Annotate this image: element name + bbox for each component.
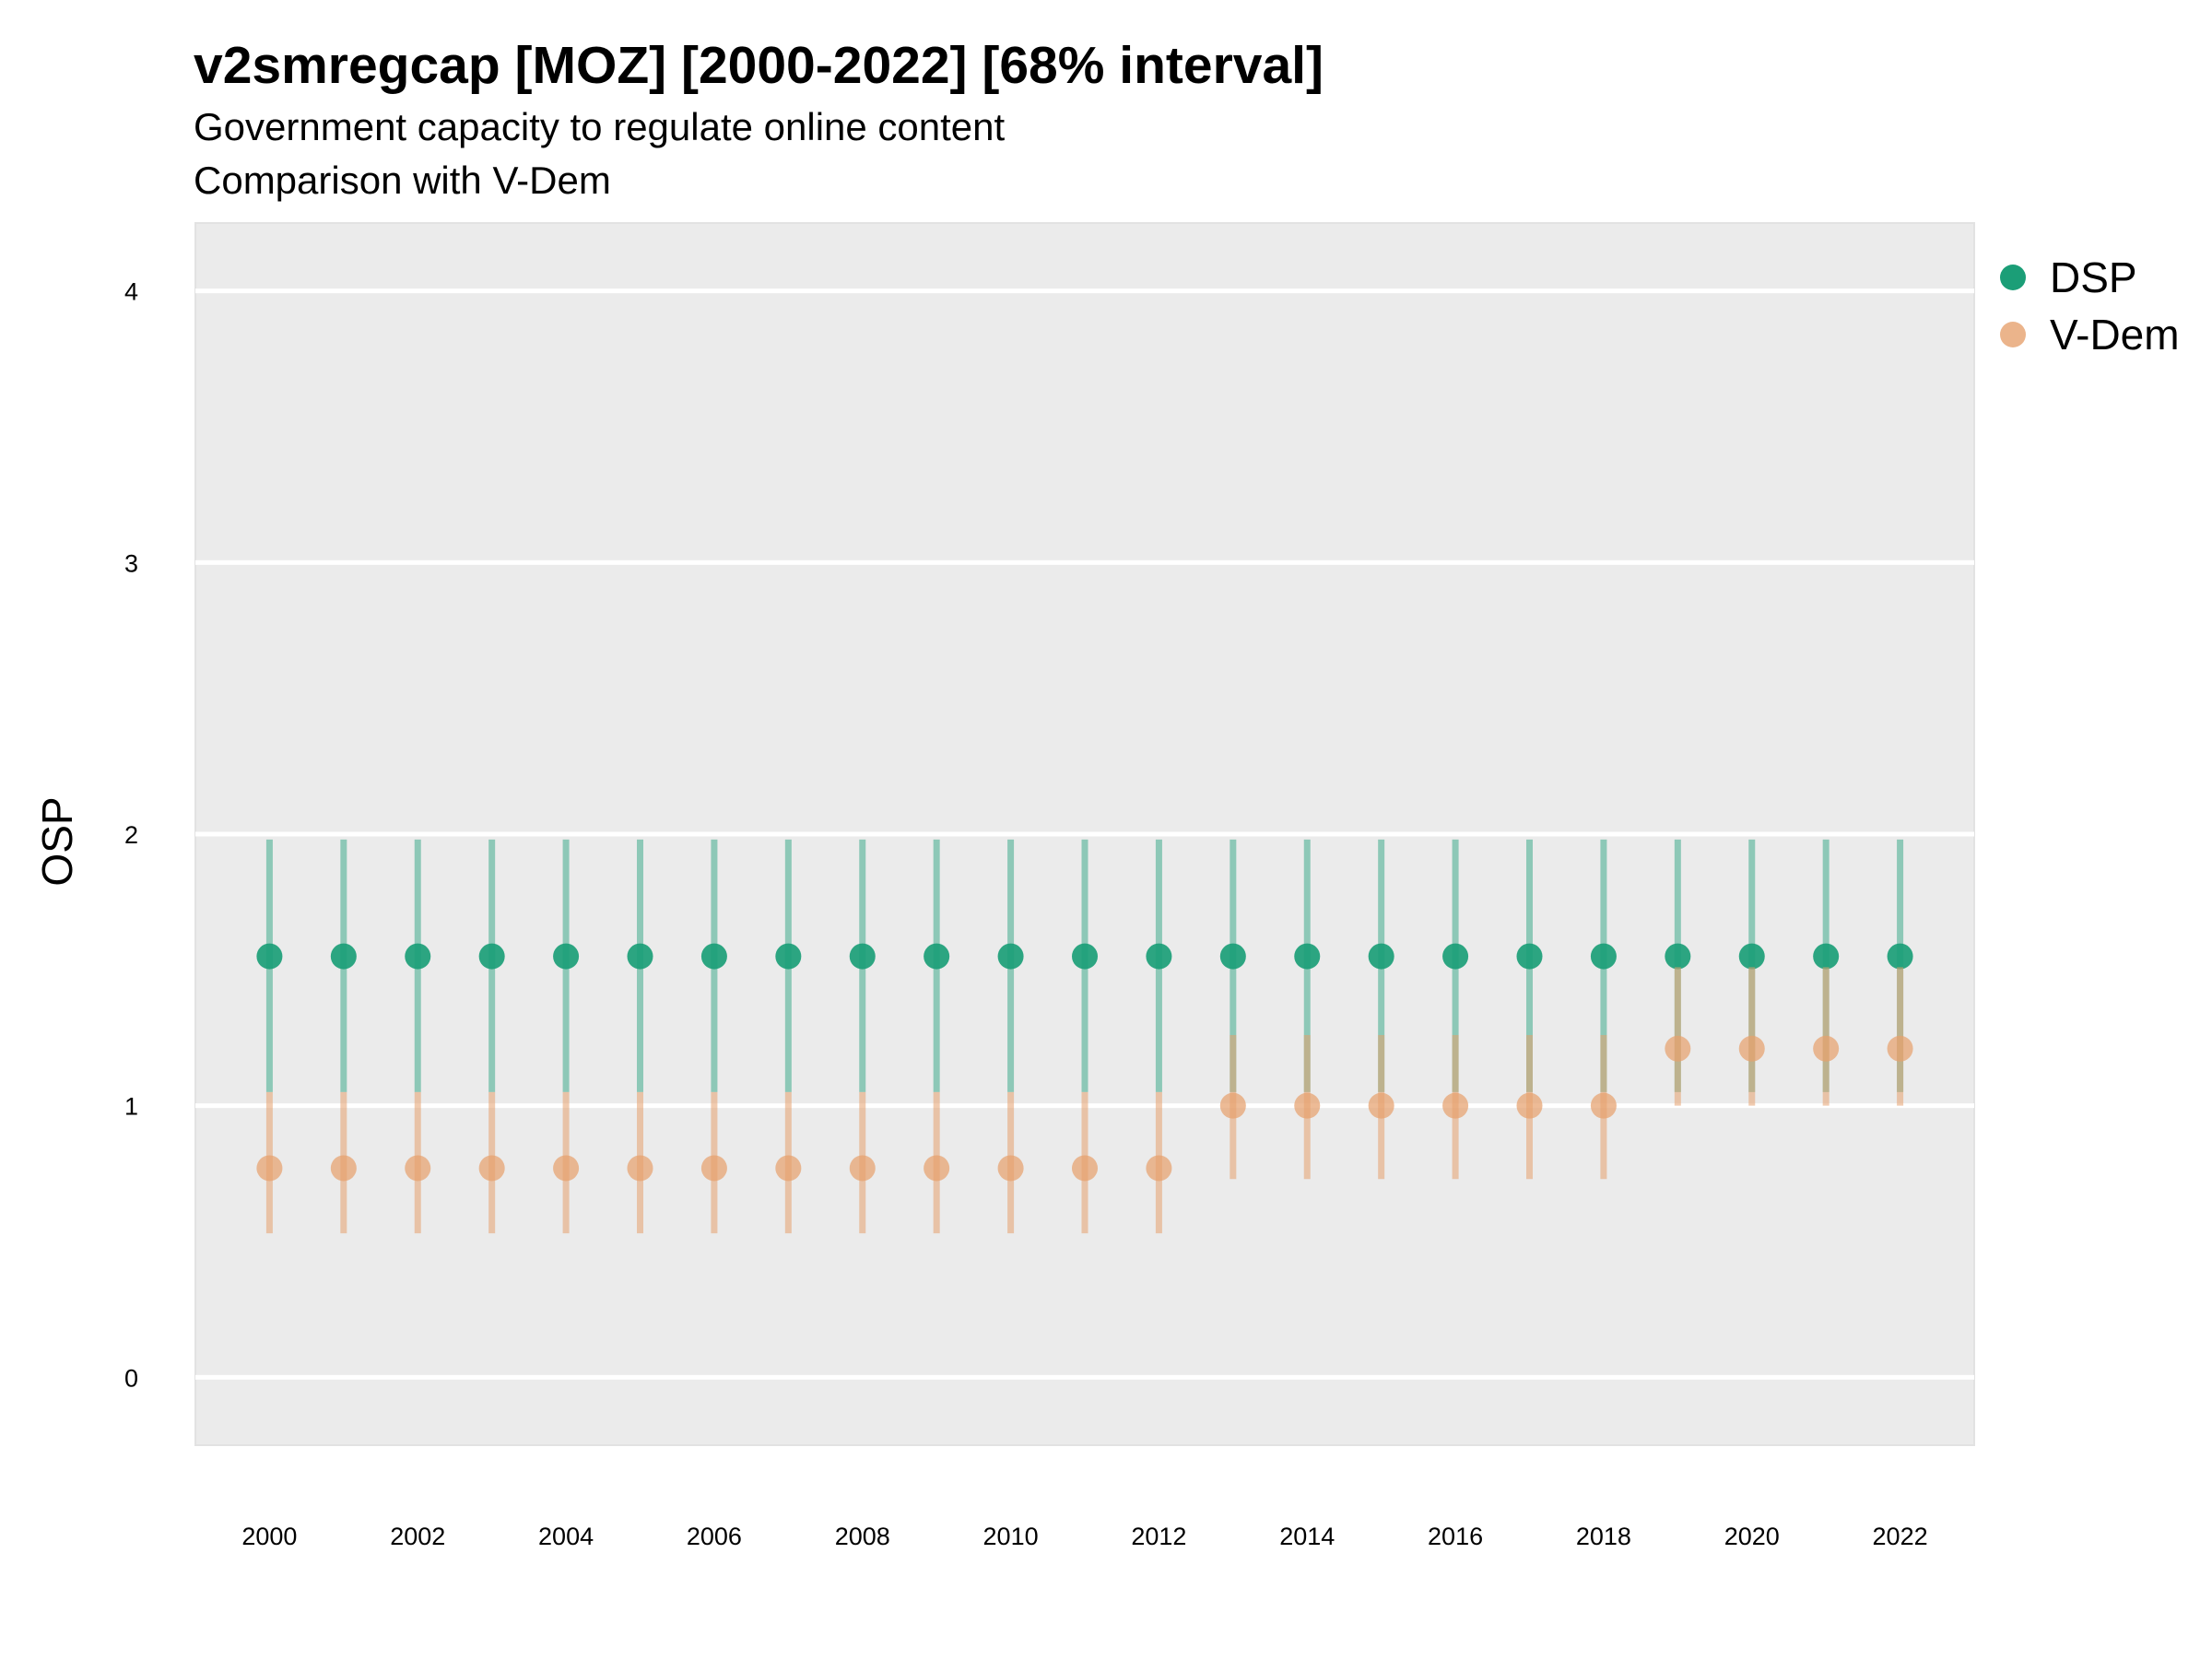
x-tick-label: 2000 — [241, 1523, 297, 1550]
data-point — [1813, 943, 1840, 970]
data-point — [256, 1155, 283, 1182]
data-point — [700, 943, 727, 970]
data-point — [1590, 1092, 1617, 1119]
data-point — [1516, 943, 1543, 970]
data-point — [1219, 1092, 1246, 1119]
x-tick-label: 2022 — [1873, 1523, 1928, 1550]
data-point — [924, 1155, 950, 1182]
data-point — [1072, 943, 1098, 970]
legend-label-vdem: V-Dem — [2050, 311, 2180, 359]
data-point — [1294, 1092, 1321, 1119]
x-tick-label: 2014 — [1279, 1523, 1335, 1550]
data-point — [553, 943, 580, 970]
y-tick-label: 3 — [124, 549, 138, 577]
legend-key-vdem — [2000, 322, 2026, 347]
data-point — [1665, 1035, 1691, 1062]
data-point — [1738, 943, 1765, 970]
y-axis-title: OSP — [33, 796, 81, 886]
data-point — [849, 1155, 876, 1182]
x-tick-label: 2008 — [835, 1523, 890, 1550]
data-point — [997, 943, 1024, 970]
data-point — [775, 1155, 802, 1182]
data-point — [1146, 1155, 1172, 1182]
legend-label-dsp: DSP — [2050, 253, 2137, 301]
data-point — [1887, 1035, 1913, 1062]
x-tick-label: 2018 — [1576, 1523, 1631, 1550]
data-point — [1072, 1155, 1098, 1182]
y-tick-label: 0 — [124, 1364, 138, 1392]
data-point — [775, 943, 802, 970]
data-point — [1442, 943, 1469, 970]
x-tick-label: 2004 — [538, 1523, 594, 1550]
legend-item-vdem: V-Dem — [2000, 306, 2180, 363]
data-point — [1516, 1092, 1543, 1119]
y-tick-label: 4 — [124, 278, 138, 306]
chart-subtitle-line-1: Government capacity to regulate online c… — [194, 105, 1006, 148]
data-point — [627, 943, 653, 970]
x-tick-label: 2012 — [1131, 1523, 1186, 1550]
chart-subtitle-line-2: Comparison with V-Dem — [194, 159, 611, 202]
data-point — [405, 1155, 431, 1182]
legend-key-dsp — [2000, 265, 2026, 290]
data-point — [849, 943, 876, 970]
data-point — [1368, 943, 1394, 970]
data-point — [1146, 943, 1172, 970]
legend-item-dsp: DSP — [2000, 249, 2180, 306]
y-tick-label: 2 — [124, 821, 138, 849]
data-point — [1738, 1035, 1765, 1062]
data-point — [330, 1155, 357, 1182]
legend: DSP V-Dem — [2000, 249, 2180, 363]
data-point — [1813, 1035, 1840, 1062]
y-tick-label: 1 — [124, 1093, 138, 1121]
data-point — [1665, 943, 1691, 970]
data-point — [997, 1155, 1024, 1182]
data-point — [330, 943, 357, 970]
data-point — [405, 943, 431, 970]
x-tick-label: 2016 — [1428, 1523, 1483, 1550]
series-dsp — [256, 839, 1913, 1092]
x-tick-label: 2002 — [390, 1523, 445, 1550]
x-tick-label: 2010 — [983, 1523, 1039, 1550]
data-point — [924, 943, 950, 970]
data-point — [256, 943, 283, 970]
data-point — [1590, 943, 1617, 970]
data-point — [700, 1155, 727, 1182]
x-tick-label: 2006 — [687, 1523, 742, 1550]
chart-title: v2smregcap [MOZ] [2000-2022] [68% interv… — [194, 36, 1324, 95]
data-point — [1442, 1092, 1469, 1119]
data-point — [553, 1155, 580, 1182]
data-point — [1219, 943, 1246, 970]
data-point — [1887, 943, 1913, 970]
data-point — [1294, 943, 1321, 970]
x-tick-label: 2020 — [1724, 1523, 1780, 1550]
data-point — [478, 1155, 505, 1182]
data-point — [478, 943, 505, 970]
data-point — [1368, 1092, 1394, 1119]
series-vdem — [256, 967, 1913, 1234]
data-point — [627, 1155, 653, 1182]
